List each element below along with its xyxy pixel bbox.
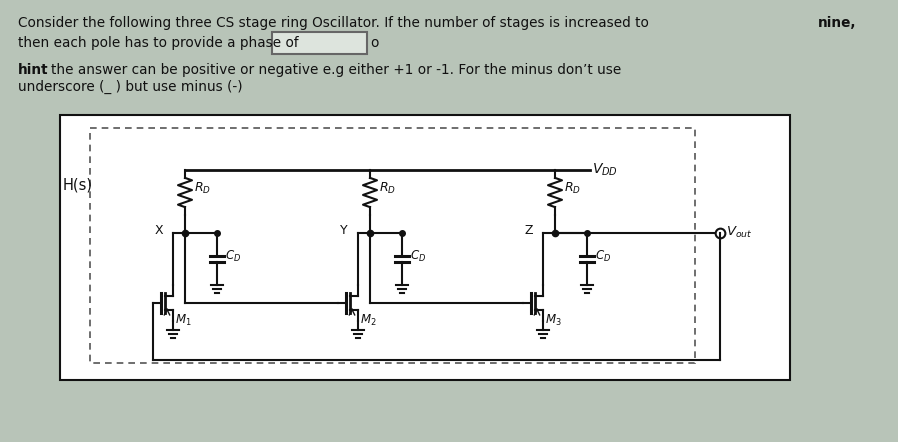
Text: Z: Z bbox=[524, 225, 533, 237]
Text: : the answer can be positive or negative e.g either +1 or -1. For the minus don’: : the answer can be positive or negative… bbox=[42, 63, 621, 77]
Text: $R_D$: $R_D$ bbox=[194, 181, 211, 196]
Text: $M_1$: $M_1$ bbox=[175, 313, 191, 328]
Text: $C_D$: $C_D$ bbox=[225, 248, 242, 263]
Text: $R_D$: $R_D$ bbox=[379, 181, 396, 196]
Text: $M_3$: $M_3$ bbox=[545, 313, 561, 328]
Text: H(s): H(s) bbox=[63, 178, 93, 193]
Text: hint: hint bbox=[18, 63, 48, 77]
Text: $C_D$: $C_D$ bbox=[595, 248, 612, 263]
Text: Y: Y bbox=[340, 225, 348, 237]
Text: Consider the following three CS stage ring Oscillator. If the number of stages i: Consider the following three CS stage ri… bbox=[18, 16, 653, 30]
Text: $C_D$: $C_D$ bbox=[410, 248, 427, 263]
Bar bbox=[60, 115, 790, 380]
Text: then each pole has to provide a phase of: then each pole has to provide a phase of bbox=[18, 36, 299, 50]
Bar bbox=[272, 32, 367, 54]
Text: underscore (_ ) but use minus (-): underscore (_ ) but use minus (-) bbox=[18, 80, 242, 94]
Text: $R_D$: $R_D$ bbox=[564, 181, 581, 196]
Text: $V_{DD}$: $V_{DD}$ bbox=[592, 162, 618, 179]
Text: X: X bbox=[154, 225, 163, 237]
Bar bbox=[90, 128, 695, 363]
Text: $M_2$: $M_2$ bbox=[360, 313, 376, 328]
Text: $V_{out}$: $V_{out}$ bbox=[726, 225, 753, 240]
Text: o: o bbox=[370, 36, 378, 50]
Text: nine,: nine, bbox=[818, 16, 857, 30]
